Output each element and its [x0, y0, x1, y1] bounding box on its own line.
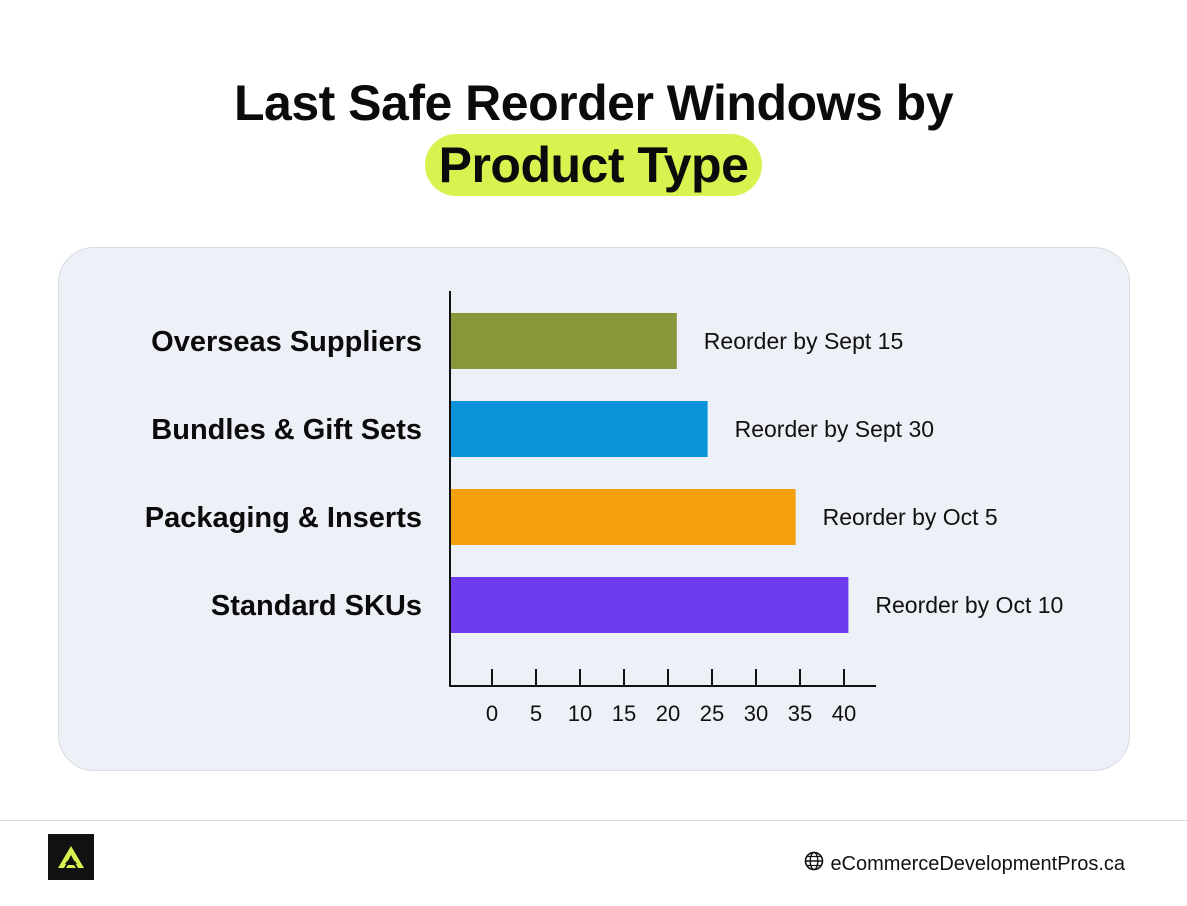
x-tick-label: 35: [788, 701, 812, 726]
footer-divider: [0, 820, 1187, 821]
data-label: Reorder by Oct 5: [823, 504, 998, 530]
x-tick-label: 10: [568, 701, 592, 726]
title-line-1: Last Safe Reorder Windows by: [233, 75, 954, 131]
bar: [450, 489, 796, 545]
x-tick-label: 5: [530, 701, 542, 726]
category-label: Standard SKUs: [211, 590, 422, 622]
bar: [450, 401, 708, 457]
x-tick-label: 0: [486, 701, 498, 726]
data-label: Reorder by Oct 10: [875, 592, 1063, 618]
x-tick-label: 30: [744, 701, 768, 726]
bar: [450, 313, 677, 369]
website-link[interactable]: eCommerceDevelopmentPros.ca: [804, 851, 1125, 877]
category-label: Bundles & Gift Sets: [151, 414, 422, 446]
chart-title: Last Safe Reorder Windows by Product Typ…: [0, 72, 1187, 196]
category-label: Packaging & Inserts: [145, 502, 422, 534]
data-label: Reorder by Sept 15: [704, 328, 903, 354]
title-line-2-highlight: Product Type: [424, 134, 763, 196]
website-url: eCommerceDevelopmentPros.ca: [830, 852, 1125, 875]
bar: [450, 577, 849, 633]
category-label: Overseas Suppliers: [151, 326, 422, 358]
data-label: Reorder by Sept 30: [735, 416, 934, 442]
x-tick-label: 25: [700, 701, 724, 726]
logo-icon: [48, 834, 94, 880]
x-tick-label: 15: [612, 701, 636, 726]
globe-icon: [804, 851, 824, 877]
x-tick-label: 40: [832, 701, 856, 726]
x-tick-label: 20: [656, 701, 680, 726]
